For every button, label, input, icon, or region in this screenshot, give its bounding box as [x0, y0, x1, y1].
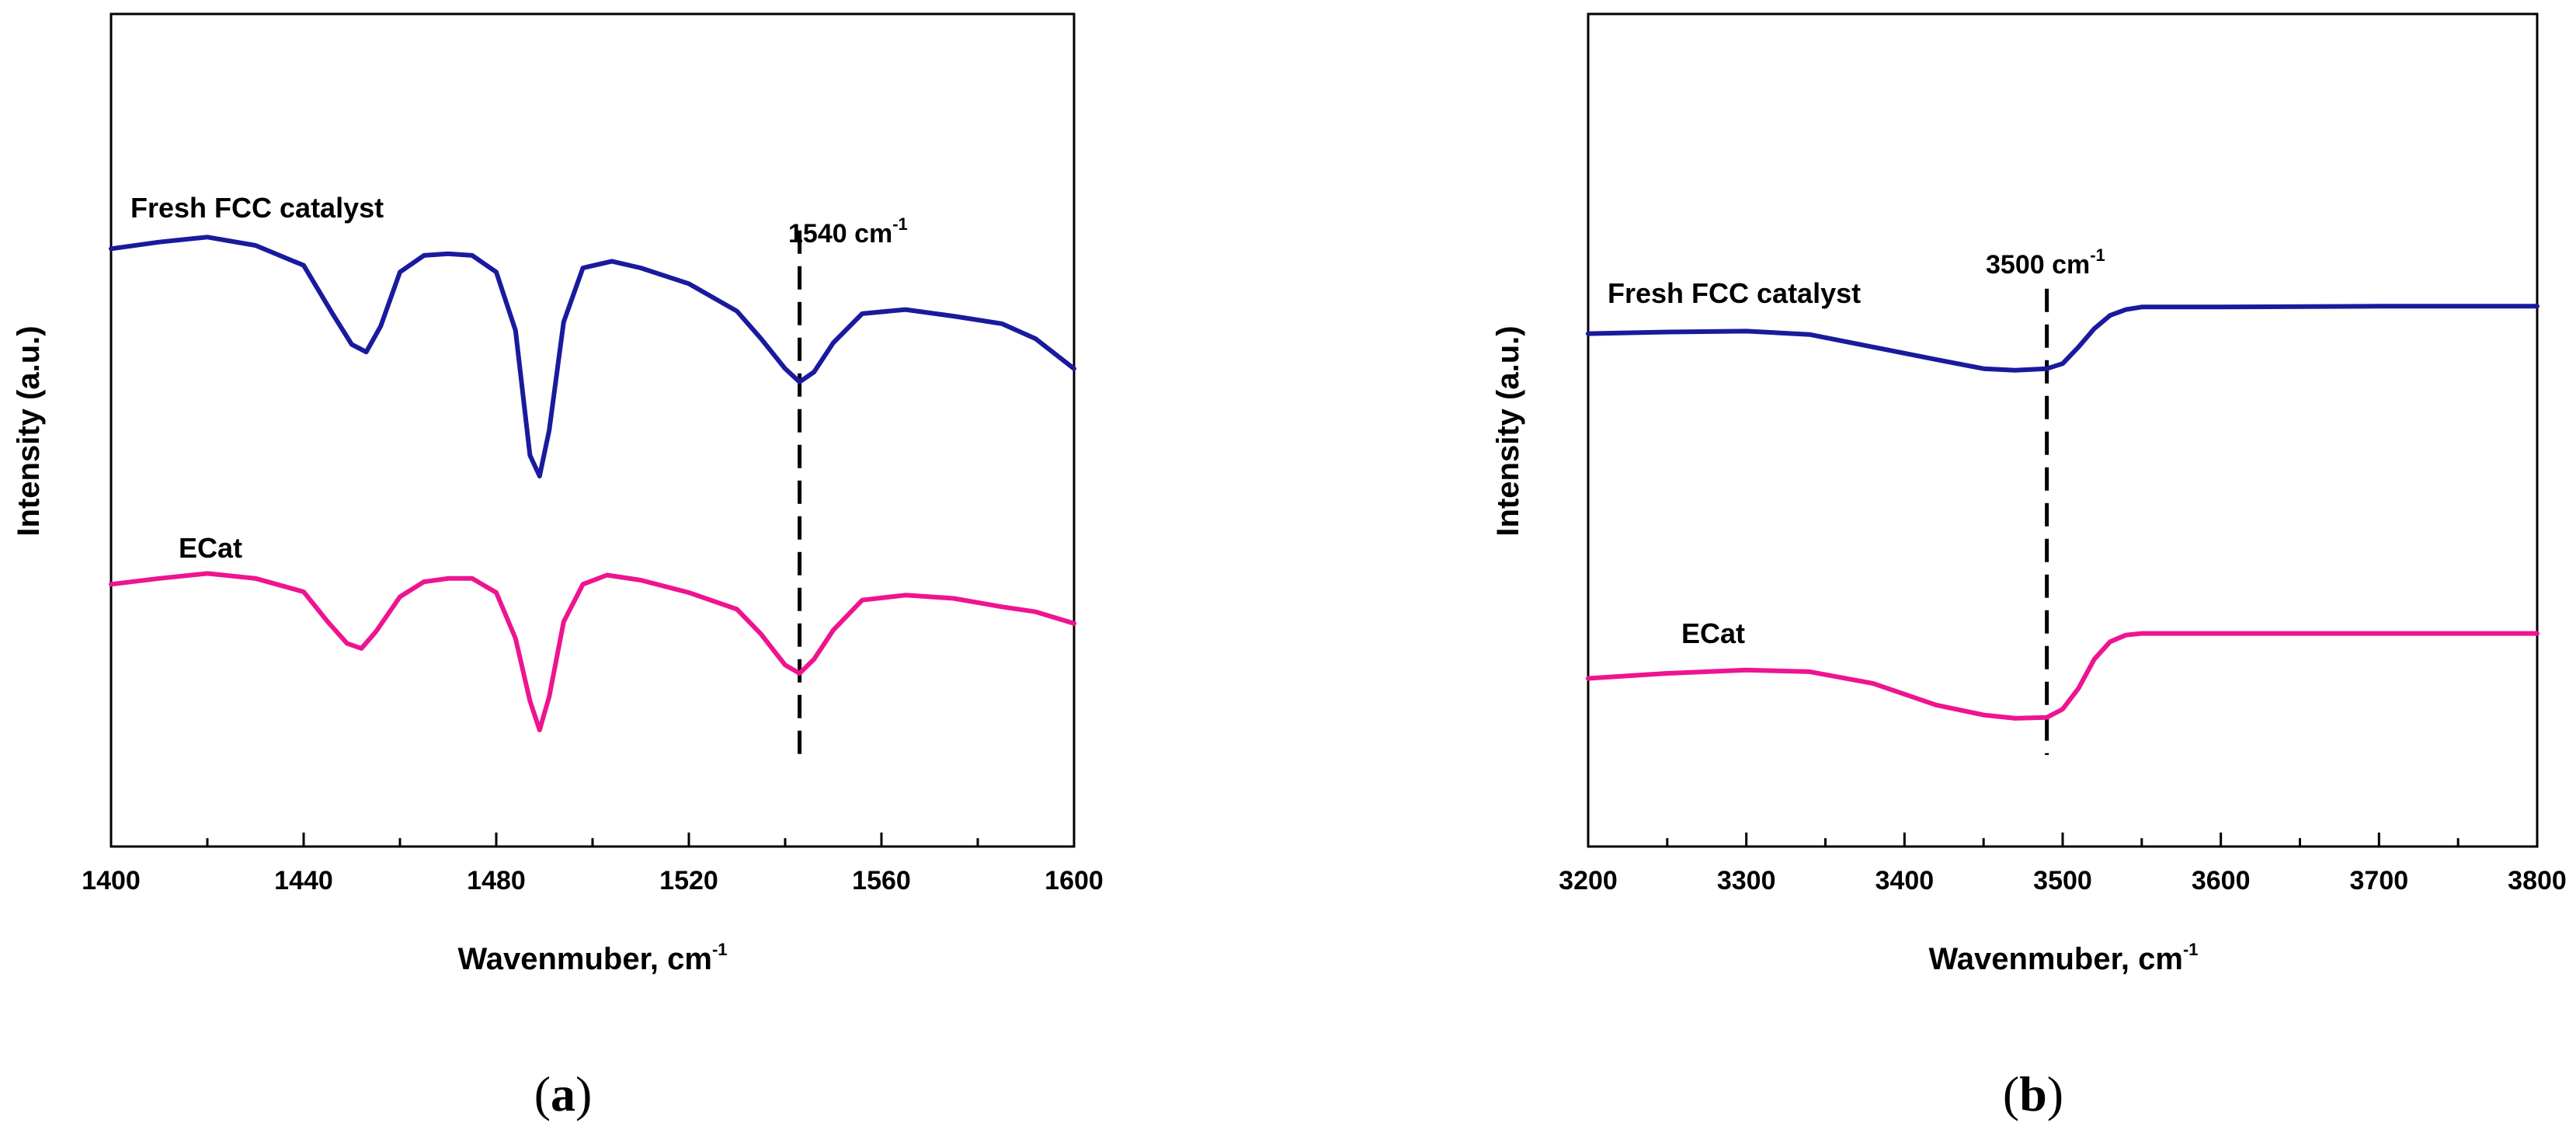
x-tick-label: 3700 [2350, 866, 2409, 895]
panel-caption-a: (a) [534, 1066, 593, 1121]
x-tick-label: 1520 [659, 866, 718, 895]
x-tick-label: 1400 [82, 866, 141, 895]
x-tick-label: 3400 [1876, 866, 1935, 895]
x-tick-label: 1560 [852, 866, 911, 895]
x-tick-label: 3800 [2508, 866, 2567, 895]
series-label-fresh-fcc-catalyst: Fresh FCC catalyst [1608, 277, 1861, 309]
x-tick-label: 3300 [1717, 866, 1776, 895]
x-axis-title: Wavenmuber, cm-1 [457, 940, 727, 976]
series-line-fresh-fcc-catalyst [1586, 304, 2539, 373]
y-axis-title: Intensity (a.u.) [1491, 325, 1525, 536]
y-axis-title: Intensity (a.u.) [12, 325, 46, 536]
series-label-fresh-fcc-catalyst: Fresh FCC catalyst [130, 192, 384, 224]
x-tick-label: 1480 [467, 866, 526, 895]
x-axis-tick-labels: 3200 3300 3400 3500 3600 3700 3800 [1559, 866, 2567, 895]
series-label-ecat: ECat [179, 532, 242, 564]
x-axis-tick-labels: 1400 1440 1480 1520 1560 1600 [82, 866, 1104, 895]
plot-frame [110, 12, 1076, 848]
x-axis-title: Wavenmuber, cm-1 [1928, 940, 2198, 976]
x-tick-label: 1600 [1045, 866, 1104, 895]
x-axis-ticks [110, 833, 1076, 847]
series-label-ecat: ECat [1681, 617, 1745, 649]
x-tick-label: 3600 [2192, 866, 2251, 895]
panel-b: 3200 3300 3400 3500 3600 3700 3800 Fresh FCC c… [1491, 12, 2567, 1121]
panel-caption-b: (b) [2003, 1066, 2063, 1121]
plot-frame [1587, 12, 2539, 848]
series-line-ecat [1586, 631, 2539, 721]
peak-annotation: 3500 cm-1 [1986, 245, 2105, 280]
series-line-fresh-fcc-catalyst [109, 235, 1076, 478]
x-axis-ticks [1587, 833, 2539, 847]
x-tick-label: 1440 [274, 866, 333, 895]
x-tick-label: 3500 [2033, 866, 2092, 895]
x-tick-label: 3200 [1559, 866, 1618, 895]
panel-a: 1400 1440 1480 1520 1560 1600 Fresh FCC catal… [12, 12, 1104, 1121]
series-line-ecat [109, 571, 1076, 732]
peak-annotation: 1540 cm-1 [788, 214, 908, 249]
